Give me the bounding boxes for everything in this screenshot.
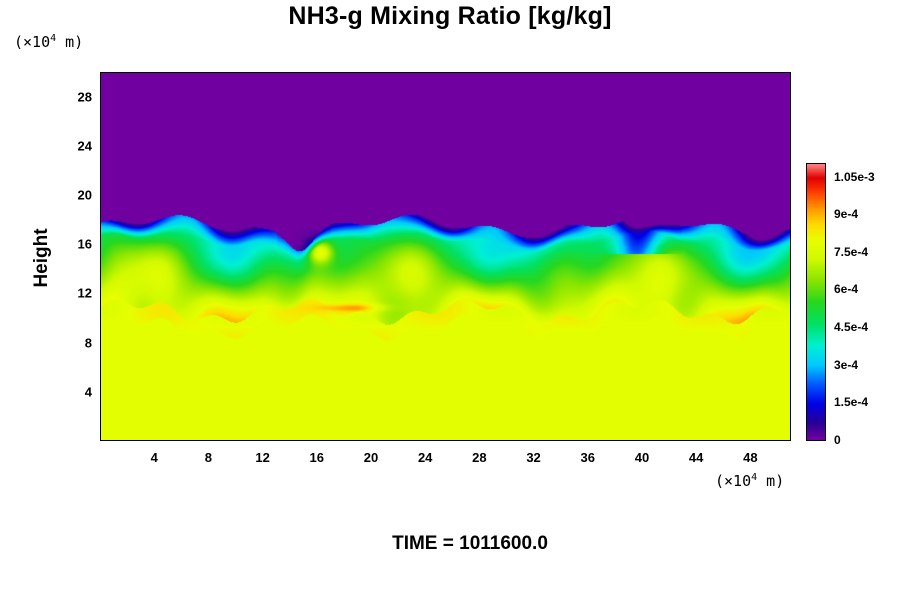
colorbar-tick-label: 1.5e-4 [834, 395, 869, 410]
x-tick-label: 36 [580, 450, 595, 465]
y-tick-label: 12 [77, 285, 92, 301]
y-unit-prefix: (×10 [14, 33, 51, 51]
y-tick-label: 20 [77, 187, 92, 203]
y-tick-label: 24 [77, 138, 92, 154]
colorbar-gradient [807, 164, 825, 440]
y-tick-label: 28 [77, 89, 92, 105]
colorbar-tick-label: 1.05e-3 [834, 169, 875, 184]
y-axis-unit: (×104 m) [14, 33, 83, 51]
y-axis-label: Height [31, 228, 52, 288]
colorbar-tick-label: 7.5e-4 [834, 244, 869, 259]
x-unit-exponent: 4 [751, 472, 758, 483]
y-tick-label: 4 [84, 384, 92, 400]
x-tick-label: 28 [472, 450, 487, 465]
y-unit-suffix: m) [56, 33, 84, 51]
x-tick-label: 48 [743, 450, 758, 465]
time-label: TIME = 1011600.0 [392, 533, 548, 554]
x-unit-suffix: m) [757, 472, 785, 490]
x-tick-label: 24 [417, 450, 433, 465]
x-tick-label: 16 [309, 450, 325, 465]
x-tick-label: 20 [363, 450, 379, 465]
y-tick-label: 8 [84, 335, 92, 351]
y-tick-label: 16 [77, 236, 92, 252]
x-tick-label: 32 [526, 450, 541, 465]
colorbar-tick-label: 3e-4 [834, 357, 859, 372]
x-tick-label: 40 [634, 450, 650, 465]
y-unit-exponent: 4 [50, 33, 57, 44]
x-tick-label: 4 [150, 450, 158, 465]
x-tick-label: 44 [688, 450, 704, 465]
x-tick-label: 12 [255, 450, 270, 465]
plot-area [100, 72, 791, 441]
colorbar-tick-label: 6e-4 [834, 282, 859, 297]
x-tick-label: 8 [204, 450, 213, 465]
x-axis-unit: (×104 m) [715, 472, 784, 490]
colorbar-tick-label: 0 [834, 433, 841, 447]
colorbar-tick-label: 9e-4 [834, 207, 859, 222]
mixing-ratio-field [101, 73, 790, 440]
colorbar [806, 163, 826, 441]
colorbar-tick-label: 4.5e-4 [834, 320, 869, 335]
chart-title: NH3-g Mixing Ratio [kg/kg] [288, 2, 612, 30]
x-unit-prefix: (×10 [715, 472, 752, 490]
